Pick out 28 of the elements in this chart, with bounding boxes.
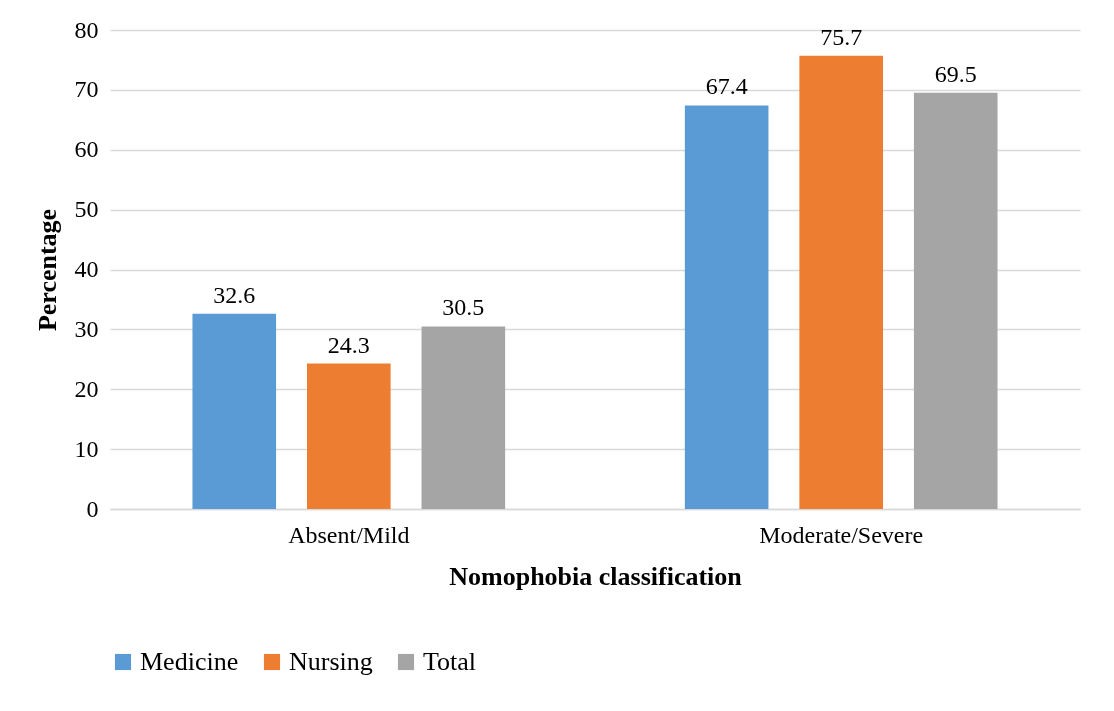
legend-label: Total: [423, 647, 477, 676]
bar: [913, 92, 998, 509]
y-axis-title: Percentage: [32, 208, 62, 332]
bar: [421, 326, 506, 509]
data-label: 30.5: [442, 294, 485, 321]
data-label: 32.6: [213, 281, 256, 308]
bar: [799, 55, 883, 509]
legend-label: Medicine: [140, 647, 239, 676]
data-label: 69.5: [934, 60, 977, 87]
x-tick-label: Absent/Mild: [288, 521, 410, 548]
y-tick-label: 0: [86, 495, 99, 522]
y-tick-label: 40: [74, 256, 99, 282]
legend-label: Nursing: [289, 647, 373, 676]
data-label: 67.4: [705, 73, 748, 100]
data-label: 75.7: [820, 23, 863, 50]
bar: [192, 313, 277, 509]
x-tick-label: Moderate/Severe: [759, 521, 924, 548]
y-tick-label: 10: [74, 435, 99, 462]
bar: [684, 105, 769, 509]
x-axis-title: Nomophobia classification: [449, 561, 743, 591]
y-tick-label: 70: [74, 76, 99, 103]
data-label: 24.3: [327, 331, 370, 358]
y-tick-label: 30: [74, 315, 99, 342]
bar: [307, 363, 391, 509]
y-tick-label: 20: [74, 375, 99, 402]
y-tick-label: 80: [74, 16, 99, 43]
y-tick-label: 60: [74, 136, 99, 163]
y-tick-label: 50: [74, 196, 99, 223]
